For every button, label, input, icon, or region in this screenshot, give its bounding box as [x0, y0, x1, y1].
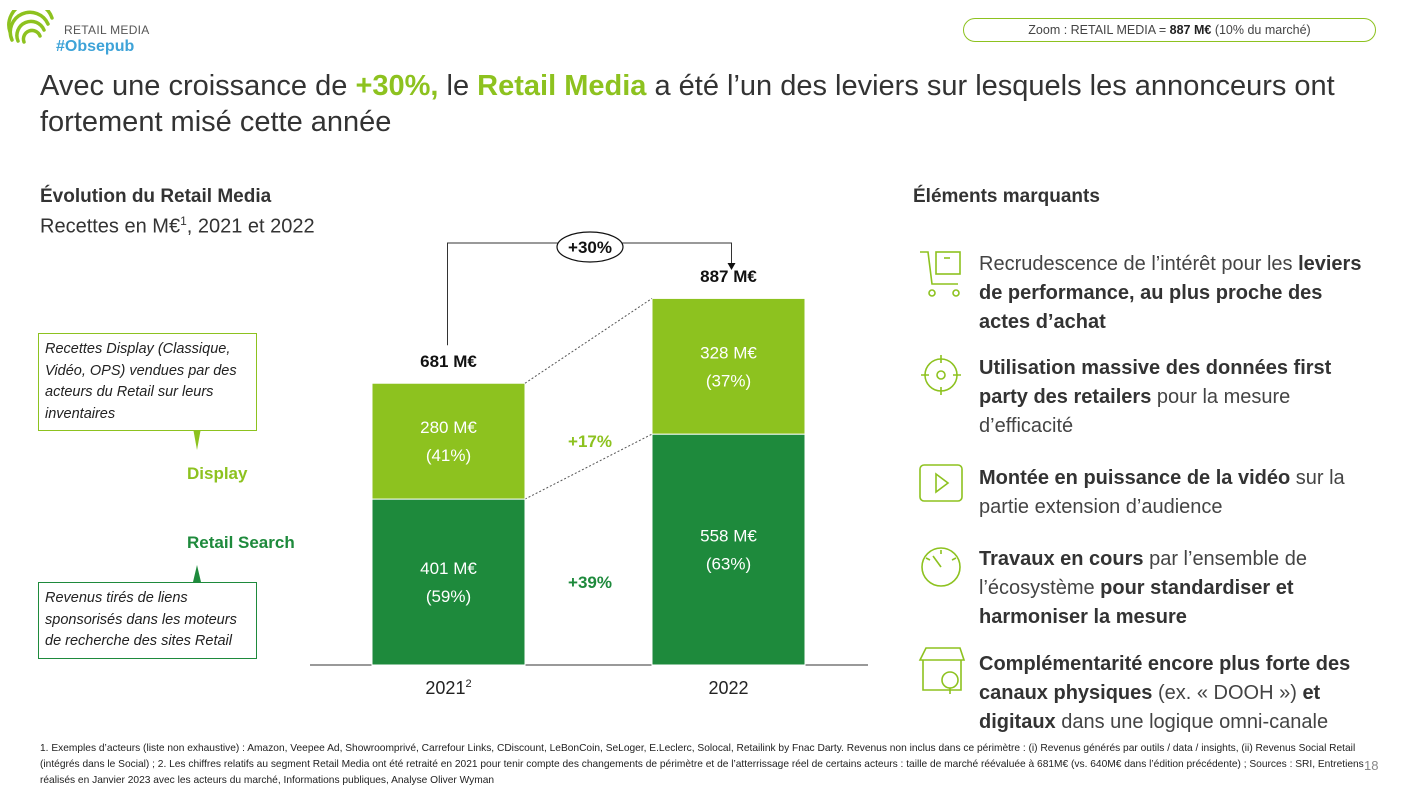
- bar-segment: [651, 297, 806, 435]
- chart: 401 M€ (59%) 558 M€ (63%) +39% 280 M€ (41%) 328…: [187, 231, 868, 698]
- legend-label: Display: [187, 464, 248, 483]
- category-superscript: 2: [465, 678, 471, 690]
- connector: [524, 297, 653, 384]
- headline-text: Avec une croissance de: [40, 70, 356, 102]
- highlight-item: Travaux en cours par l’ensemble de l’éco…: [979, 545, 1379, 632]
- highlights-title: Éléments marquants: [913, 186, 1100, 207]
- callout-pointer: [193, 565, 201, 582]
- growth-label: +39%: [568, 573, 612, 592]
- share-label: (59%): [426, 587, 471, 606]
- headline: Avec une croissance de +30%, le Retail M…: [40, 68, 1390, 140]
- callout: Revenus tirés de liens sponsorisés dans …: [38, 582, 257, 659]
- zoom-text: 887 M€: [1169, 23, 1212, 37]
- highlight-item: Recrudescence de l’intérêt pour les levi…: [979, 250, 1379, 337]
- highlight-text: pour standardiser et harmoniser la mesur…: [979, 577, 1294, 628]
- highlight-item: Utilisation massive des données first pa…: [979, 354, 1379, 441]
- highlight-text: Recrudescence de l’intérêt pour les: [979, 253, 1299, 275]
- bar-segment: [651, 433, 806, 666]
- value-label: 280 M€: [420, 418, 477, 437]
- hashtag: #Obsepub: [56, 38, 135, 55]
- highlight-text: et digitaux: [979, 682, 1321, 733]
- callout-pointer: [193, 428, 201, 450]
- highlight-text: (ex. « DOOH »): [1152, 682, 1303, 704]
- highlight-text: Utilisation massive des données first pa…: [979, 357, 1332, 408]
- subtitle-text: , 2021 et 2022: [186, 215, 315, 238]
- brand: RETAIL MEDIA: [64, 23, 150, 37]
- subtitle-text: Recettes en M€: [40, 215, 181, 238]
- highlight-item: Complémentarité encore plus forte des ca…: [979, 650, 1379, 737]
- highlight-text: leviers de performance, au plus proche d…: [979, 253, 1362, 333]
- total-growth: +30%: [568, 238, 612, 257]
- footnote-ref: 1: [180, 214, 187, 228]
- value-label: 328 M€: [700, 343, 757, 362]
- bar-segment: [371, 498, 526, 666]
- share-label: (41%): [426, 446, 471, 465]
- chart-subtitle: Recettes en M€1, 2021 et 2022: [40, 214, 315, 239]
- highlight-item: Montée en puissance de la vidéo sur la p…: [979, 464, 1379, 522]
- value-label: 401 M€: [420, 559, 477, 578]
- highlight-text: sur la partie extension d’audience: [979, 467, 1345, 518]
- x-tick-label: 20212: [425, 678, 471, 698]
- total-label: 681 M€: [420, 352, 477, 371]
- highlight-text: Montée en puissance de la vidéo: [979, 467, 1291, 489]
- bar-segment: [371, 382, 526, 500]
- chart-title: Évolution du Retail Media: [40, 186, 272, 207]
- growth-pill: [556, 231, 624, 263]
- share-label: (37%): [706, 371, 751, 390]
- zoom-text: (10% du marché): [1211, 23, 1311, 37]
- total-label: 887 M€: [700, 267, 757, 286]
- zoom-text: Zoom : RETAIL MEDIA =: [1028, 23, 1170, 37]
- highlight-text: dans une logique omni-canale: [1055, 711, 1329, 733]
- footnote: 1. Exemples d’acteurs (liste non exhaust…: [40, 743, 1364, 786]
- headline-text: +30%,: [355, 70, 439, 102]
- category: 2022: [708, 678, 748, 698]
- highlight-icons: [918, 251, 966, 694]
- category: 2021: [425, 678, 465, 698]
- highlight-text: par l’ensemble de l’écosystème: [979, 548, 1307, 599]
- value-label: 558 M€: [700, 527, 757, 546]
- highlight-text: Complémentarité encore plus forte des ca…: [979, 653, 1351, 704]
- callout: Recettes Display (Classique, Vidéo, OPS)…: [38, 333, 257, 431]
- page-number: 18: [1364, 758, 1379, 773]
- zoom-pill: Zoom : RETAIL MEDIA = 887 M€ (10% du mar…: [963, 18, 1376, 42]
- arrow-head: [727, 263, 736, 270]
- headline-text: a été l’un des leviers sur lesquels les …: [40, 70, 1335, 138]
- x-tick-label: 2022: [708, 678, 748, 698]
- headline-text: Retail Media: [477, 70, 647, 102]
- highlight-text: Travaux en cours: [979, 548, 1144, 570]
- headline-text: le: [438, 70, 478, 102]
- growth-label: +17%: [568, 432, 612, 451]
- legend-label: Retail Search: [187, 533, 295, 552]
- highlight-text: pour la mesure d’efficacité: [979, 386, 1291, 437]
- logo: [7, 10, 54, 44]
- share-label: (63%): [706, 555, 751, 574]
